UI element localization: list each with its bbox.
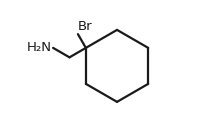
- Text: Br: Br: [77, 20, 92, 33]
- Text: H₂N: H₂N: [26, 41, 51, 54]
